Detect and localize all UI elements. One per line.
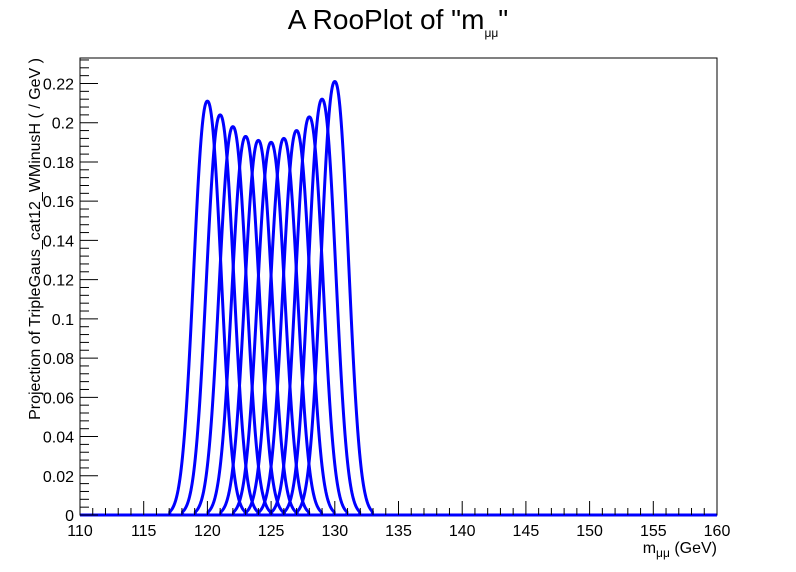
chart-title-sub: μμ [484, 26, 498, 40]
y-tick-label: 0.14 [43, 233, 74, 250]
y-tick-label: 0.04 [43, 430, 74, 447]
chart-title-end: " [498, 4, 508, 35]
y-tick-label: 0.22 [43, 76, 74, 93]
y-tick-label: 0.12 [43, 273, 74, 290]
pdf-curve [80, 129, 717, 517]
x-tick-label: 115 [131, 523, 157, 540]
x-axis-title-main: m [643, 540, 656, 557]
x-axis-title: mμμ (GeV) [643, 540, 717, 560]
chart-title-main: A RooPlot of "m [288, 4, 485, 35]
y-tick-label: 0.2 [52, 116, 74, 133]
pdf-curve [80, 80, 717, 517]
pdf-curve [80, 136, 717, 517]
x-tick-label: 160 [704, 523, 731, 540]
x-axis: 110 115 120 125 130 135 140 145 150 155 160 [67, 501, 730, 540]
y-tick-label: 0.08 [43, 351, 74, 368]
pdf-curve [80, 115, 717, 517]
x-tick-label: 150 [576, 523, 603, 540]
y-tick-label: 0.1 [52, 312, 74, 329]
x-tick-label: 120 [194, 523, 221, 540]
x-tick-label: 155 [640, 523, 667, 540]
y-tick-label: 0.02 [43, 469, 74, 486]
curves-group [80, 80, 717, 517]
x-tick-label: 135 [385, 523, 412, 540]
y-tick-label: 0.18 [43, 155, 74, 172]
y-axis-title: Projection of TripleGaus_cat12_WMinusH (… [27, 58, 44, 420]
pdf-curve [80, 97, 717, 517]
x-tick-label: 140 [449, 523, 476, 540]
x-tick-label: 145 [513, 523, 540, 540]
x-tick-label: 130 [321, 523, 348, 540]
y-tick-label: 0 [65, 508, 74, 525]
x-axis-title-end: (GeV) [670, 540, 717, 557]
chart-title: A RooPlot of "mμμ" [288, 4, 508, 40]
y-tick-label: 0.06 [43, 390, 74, 407]
y-axis: 0 0.02 0.04 0.06 0.08 0.1 0.12 0.14 0.16 0.18 0.2 0… [43, 59, 98, 525]
x-tick-label: 125 [258, 523, 285, 540]
x-axis-title-sub: μμ [656, 546, 670, 560]
y-tick-label: 0.16 [43, 194, 74, 211]
x-tick-label: 110 [67, 523, 93, 540]
